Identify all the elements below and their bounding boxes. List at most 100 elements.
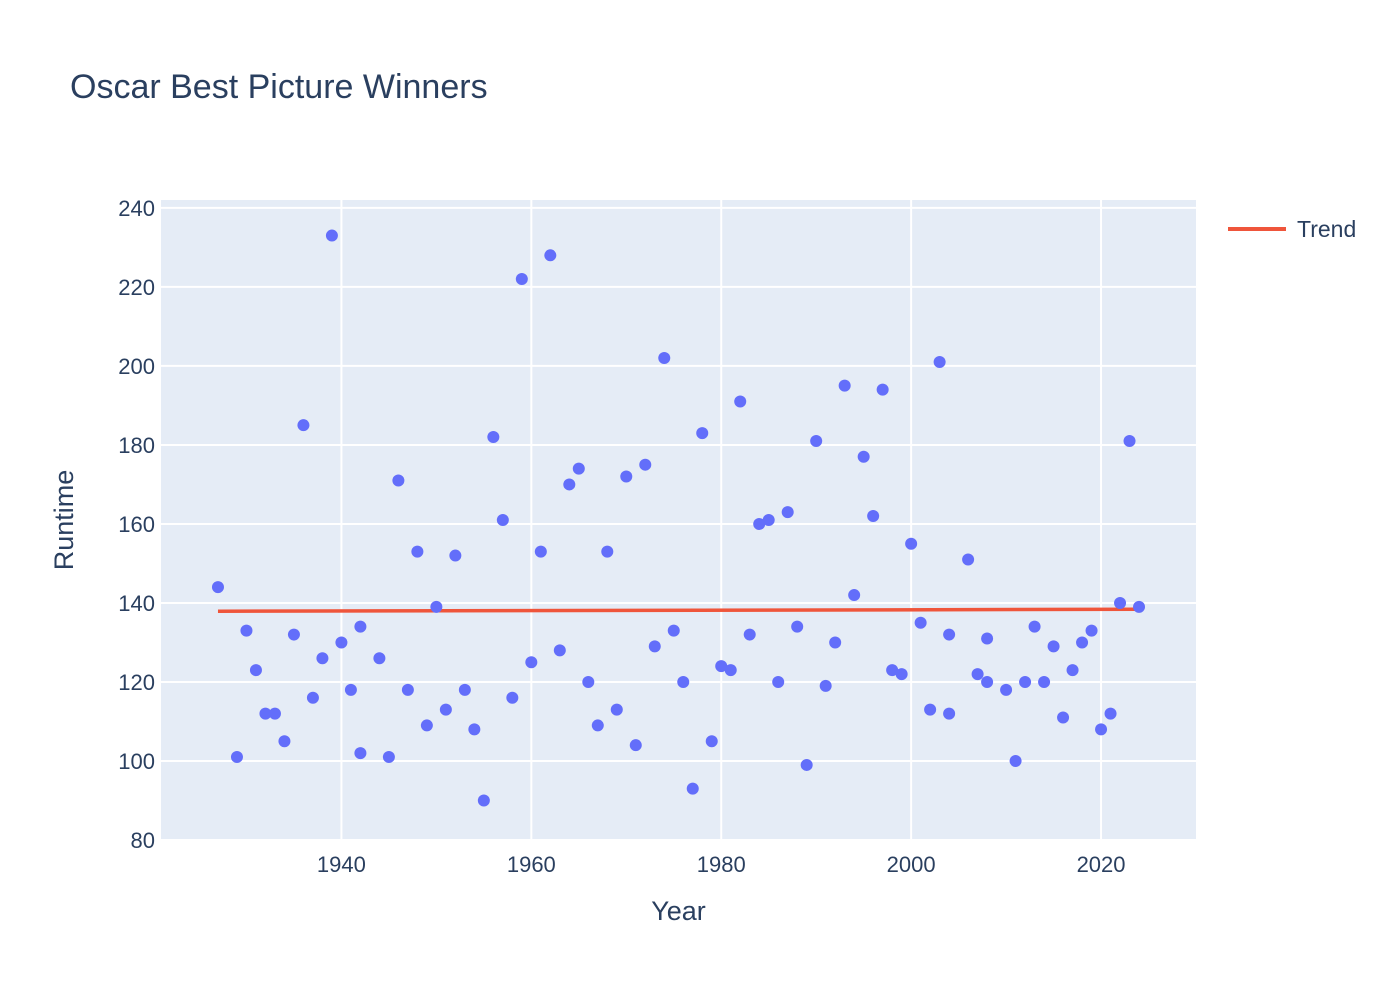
data-point[interactable] [211, 581, 224, 594]
data-point[interactable] [354, 620, 367, 633]
data-point[interactable] [819, 679, 832, 692]
legend[interactable]: Trend [1228, 216, 1356, 242]
data-point[interactable] [1114, 596, 1127, 609]
data-point[interactable] [724, 664, 737, 677]
data-point[interactable] [297, 419, 310, 432]
data-point[interactable] [629, 739, 642, 752]
data-point[interactable] [1000, 683, 1013, 696]
data-point[interactable] [734, 395, 747, 408]
data-point[interactable] [249, 664, 262, 677]
data-point[interactable] [810, 434, 823, 447]
data-point[interactable] [1076, 636, 1089, 649]
data-point[interactable] [392, 474, 405, 487]
data-point[interactable] [591, 719, 604, 732]
data-point[interactable] [373, 652, 386, 665]
data-point[interactable] [439, 703, 452, 716]
data-point[interactable] [971, 668, 984, 681]
data-point[interactable] [515, 273, 528, 286]
data-point[interactable] [306, 691, 319, 704]
data-point[interactable] [477, 794, 490, 807]
data-point[interactable] [1047, 640, 1060, 653]
data-point[interactable] [506, 691, 519, 704]
data-point[interactable] [1057, 711, 1070, 724]
data-point[interactable] [610, 703, 623, 716]
data-point[interactable] [1133, 600, 1146, 613]
data-point[interactable] [430, 600, 443, 613]
data-point[interactable] [876, 383, 889, 396]
data-point[interactable] [1085, 624, 1098, 637]
data-point[interactable] [259, 707, 272, 720]
data-point[interactable] [639, 458, 652, 471]
data-point[interactable] [230, 751, 243, 764]
data-point[interactable] [449, 549, 462, 562]
data-point[interactable] [686, 782, 699, 795]
data-point[interactable] [553, 644, 566, 657]
data-point[interactable] [914, 616, 927, 629]
data-point[interactable] [905, 537, 918, 550]
data-point[interactable] [278, 735, 291, 748]
data-point[interactable] [496, 514, 509, 526]
data-point[interactable] [582, 675, 595, 688]
data-point[interactable] [487, 431, 500, 444]
data-point[interactable] [743, 628, 756, 641]
data-point[interactable] [325, 229, 338, 242]
data-point[interactable] [1104, 707, 1117, 720]
data-point[interactable] [544, 249, 557, 262]
data-point[interactable] [316, 652, 329, 665]
data-point[interactable] [886, 664, 899, 677]
data-point[interactable] [420, 719, 433, 732]
data-point[interactable] [677, 675, 690, 688]
data-point[interactable] [848, 589, 861, 602]
data-point[interactable] [667, 624, 680, 637]
data-point[interactable] [658, 352, 671, 365]
data-point[interactable] [382, 751, 395, 764]
data-point[interactable] [287, 628, 300, 641]
data-point[interactable] [401, 683, 414, 696]
data-point[interactable] [354, 747, 367, 760]
data-point[interactable] [411, 545, 424, 558]
data-point[interactable] [335, 636, 348, 649]
data-point[interactable] [962, 553, 975, 566]
legend-trend-label[interactable]: Trend [1297, 216, 1356, 242]
data-point[interactable] [838, 379, 851, 392]
data-point[interactable] [468, 723, 481, 736]
data-point[interactable] [458, 683, 471, 696]
data-point[interactable] [344, 683, 357, 696]
data-point[interactable] [705, 735, 718, 748]
data-point[interactable] [895, 668, 908, 681]
data-point[interactable] [268, 707, 281, 720]
data-point[interactable] [1123, 434, 1136, 447]
data-point[interactable] [696, 427, 709, 440]
data-point[interactable] [1095, 723, 1108, 736]
data-point[interactable] [648, 640, 661, 653]
trend-line[interactable] [217, 607, 1140, 614]
data-point[interactable] [981, 675, 994, 688]
data-point[interactable] [620, 470, 633, 483]
data-point[interactable] [867, 510, 880, 523]
data-point[interactable] [1019, 675, 1032, 688]
data-point[interactable] [715, 660, 728, 673]
data-point[interactable] [753, 517, 766, 530]
data-point[interactable] [800, 758, 813, 771]
data-point[interactable] [1028, 620, 1041, 633]
data-point[interactable] [240, 624, 253, 637]
data-point[interactable] [1038, 675, 1051, 688]
data-point[interactable] [572, 462, 585, 475]
data-point[interactable] [781, 506, 794, 519]
data-point[interactable] [924, 703, 937, 716]
data-point[interactable] [601, 545, 614, 558]
data-point[interactable] [762, 514, 775, 526]
data-point[interactable] [981, 632, 994, 645]
data-point[interactable] [1066, 664, 1079, 677]
data-point[interactable] [563, 478, 576, 491]
data-point[interactable] [525, 656, 538, 669]
data-point[interactable] [1009, 754, 1022, 767]
data-point[interactable] [534, 545, 547, 558]
data-point[interactable] [943, 707, 956, 720]
data-point[interactable] [943, 628, 956, 641]
data-point[interactable] [772, 675, 785, 688]
data-point[interactable] [933, 355, 946, 368]
data-point[interactable] [829, 636, 842, 649]
data-point[interactable] [791, 620, 804, 633]
